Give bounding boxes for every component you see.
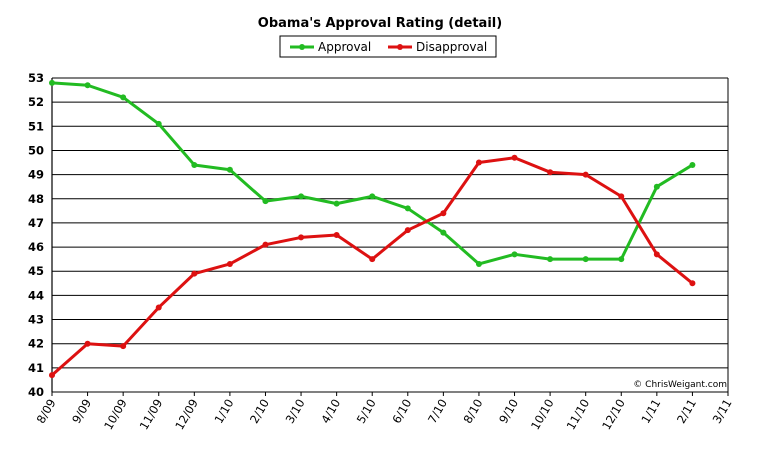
disapproval-data-point bbox=[155, 304, 162, 311]
y-tick-label: 49 bbox=[28, 168, 44, 182]
y-tick-label: 43 bbox=[28, 313, 44, 327]
y-tick-label: 53 bbox=[28, 71, 44, 85]
legend-approval-marker bbox=[299, 44, 305, 50]
y-tick-label: 41 bbox=[28, 361, 44, 375]
approval-data-point bbox=[191, 161, 198, 168]
x-tick-label: 9/09 bbox=[69, 397, 94, 426]
x-tick-label: 4/10 bbox=[318, 397, 343, 426]
approval-data-point bbox=[298, 193, 305, 200]
axes bbox=[51, 78, 729, 392]
disapproval-data-point bbox=[475, 159, 482, 166]
x-tick-label: 3/10 bbox=[283, 397, 308, 426]
y-tick-label: 44 bbox=[28, 288, 44, 302]
y-axis-ticks: 40 41 42 43 44 45 46 47 48 49 50 51 52 53 bbox=[28, 71, 44, 399]
legend: Approval Disapproval bbox=[279, 35, 497, 58]
y-tick-label: 51 bbox=[28, 119, 44, 133]
x-tick-label: 9/10 bbox=[496, 397, 521, 426]
approval-data-point bbox=[333, 200, 340, 207]
disapproval-data-point bbox=[689, 280, 696, 287]
y-tick-label: 46 bbox=[28, 240, 44, 254]
x-tick-label: 12/10 bbox=[599, 397, 628, 433]
legend-approval-label: Approval bbox=[318, 40, 371, 54]
x-tick-label: 10/10 bbox=[528, 397, 557, 433]
disapproval-data-point bbox=[582, 171, 589, 178]
y-tick-label: 45 bbox=[28, 264, 44, 278]
disapproval-data-point bbox=[191, 270, 198, 277]
approval-data-point bbox=[155, 120, 162, 127]
x-tick-label: 11/09 bbox=[137, 397, 166, 433]
x-axis-ticks: 8/09 9/09 10/09 11/09 12/09 1/10 2/10 3/10 4/10 5… bbox=[34, 392, 735, 432]
x-tick-label: 10/09 bbox=[101, 397, 130, 433]
plot-area bbox=[52, 78, 728, 392]
disapproval-data-point bbox=[84, 340, 91, 347]
x-tick-label: 8/10 bbox=[461, 397, 486, 426]
x-tick-label: 7/10 bbox=[425, 397, 450, 426]
grid-lines bbox=[52, 77, 728, 393]
y-tick-label: 48 bbox=[28, 192, 44, 206]
x-tick-label: 8/09 bbox=[34, 397, 59, 426]
chart-title: Obama's Approval Rating (detail) bbox=[258, 16, 502, 31]
disapproval-data-point bbox=[547, 169, 554, 176]
disapproval-data-point bbox=[653, 251, 660, 258]
series-group bbox=[49, 79, 696, 379]
approval-data-point bbox=[262, 198, 269, 205]
approval-data-point bbox=[440, 229, 447, 236]
approval-data-point bbox=[226, 166, 233, 173]
y-tick-label: 40 bbox=[28, 385, 44, 399]
approval-data-point bbox=[404, 205, 411, 212]
disapproval-data-point bbox=[440, 210, 447, 217]
approval-data-point bbox=[582, 256, 589, 263]
x-tick-label: 1/10 bbox=[211, 397, 236, 426]
approval-data-point bbox=[49, 79, 55, 86]
approval-data-point bbox=[120, 94, 127, 101]
disapproval-data-point bbox=[618, 193, 625, 200]
disapproval-data-point bbox=[49, 372, 55, 379]
y-tick-label: 47 bbox=[28, 216, 44, 230]
credit-text: © ChrisWeigant.com bbox=[633, 380, 727, 390]
x-tick-label: 12/09 bbox=[172, 397, 201, 433]
x-tick-label: 1/11 bbox=[638, 397, 663, 426]
approval-data-point bbox=[511, 251, 518, 258]
x-tick-label: 3/11 bbox=[710, 397, 735, 426]
x-tick-label: 2/10 bbox=[247, 397, 272, 426]
legend-disapproval-label: Disapproval bbox=[416, 40, 487, 54]
x-tick-label: 2/11 bbox=[674, 397, 699, 426]
disapproval-data-point bbox=[511, 154, 518, 161]
disapproval-data-point bbox=[404, 227, 411, 234]
y-tick-label: 52 bbox=[28, 95, 44, 109]
disapproval-data-point bbox=[333, 232, 340, 238]
disapproval-data-point bbox=[226, 260, 233, 267]
approval-data-point bbox=[475, 260, 482, 267]
x-tick-label: 11/10 bbox=[564, 397, 593, 433]
disapproval-data-point bbox=[120, 343, 127, 350]
approval-data-point bbox=[547, 256, 554, 263]
x-tick-label: 5/10 bbox=[354, 397, 379, 426]
approval-data-point bbox=[618, 256, 625, 263]
legend-disapproval-marker bbox=[397, 44, 403, 50]
disapproval-data-point bbox=[298, 234, 305, 241]
y-tick-label: 50 bbox=[28, 143, 44, 157]
approval-data-point bbox=[84, 82, 91, 89]
disapproval-data-point bbox=[262, 241, 269, 248]
approval-data-point bbox=[653, 183, 660, 190]
disapproval-data-point bbox=[369, 256, 376, 263]
approval-data-point bbox=[369, 193, 376, 200]
y-tick-label: 42 bbox=[28, 337, 44, 351]
x-tick-label: 6/10 bbox=[389, 397, 414, 426]
approval-data-point bbox=[689, 161, 696, 168]
